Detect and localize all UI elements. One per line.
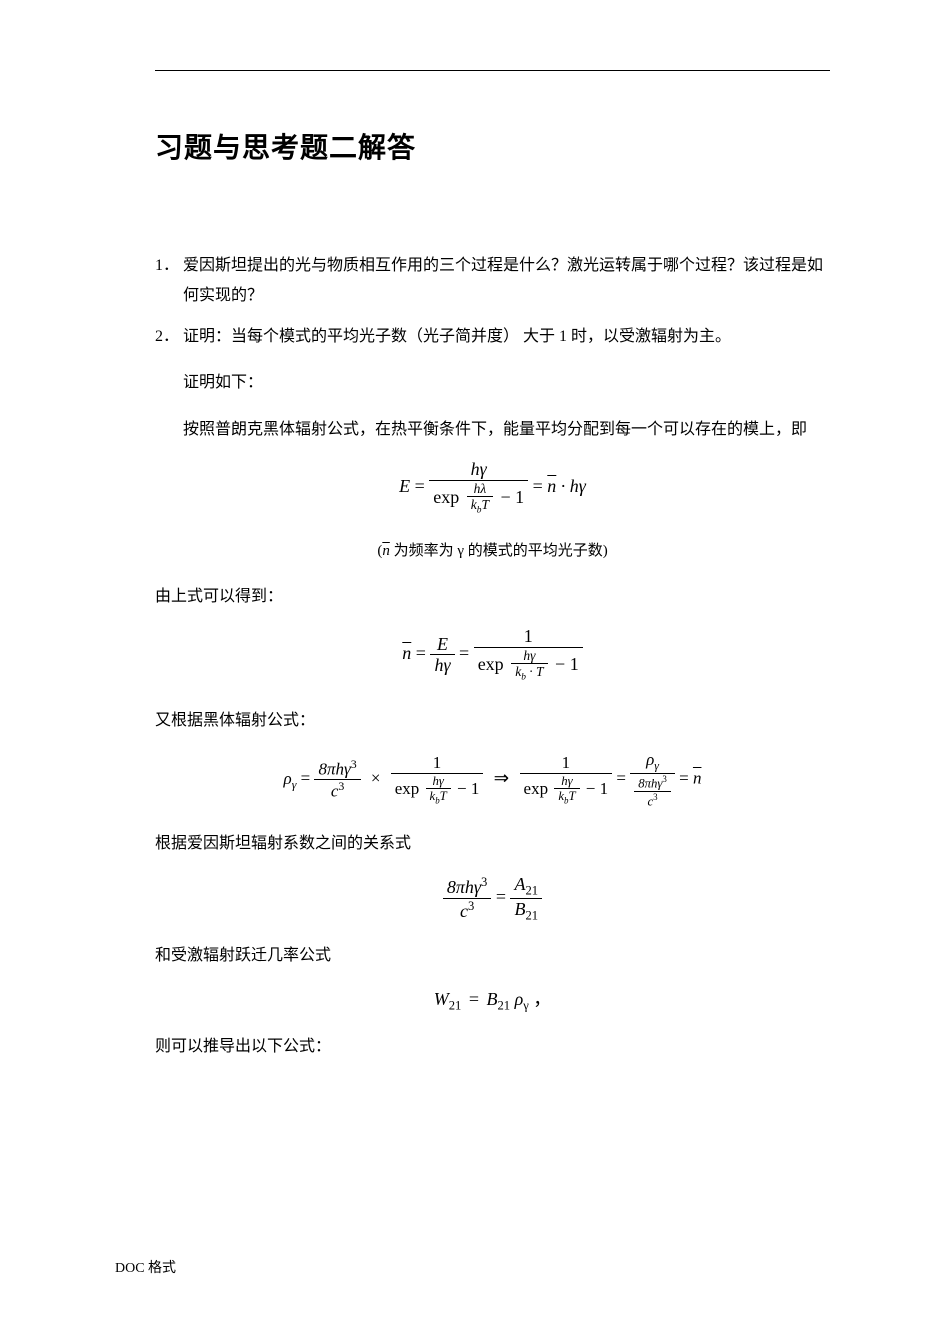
question-1: 1． 爱因斯坦提出的光与物质相互作用的三个过程是什么？激光运转属于哪个过程？该过… (155, 251, 830, 312)
question-1-text: 爱因斯坦提出的光与物质相互作用的三个过程是什么？激光运转属于哪个过程？该过程是如… (183, 251, 830, 312)
paragraph-conclusion: 则可以推导出以下公式： (155, 1032, 830, 1062)
eq3-const-frac: 8πhγ3 c3 (314, 758, 360, 801)
equation-planck-energy: E = hγ exp hλ kbT − 1 = n · hγ (155, 459, 830, 517)
paragraph-einstein-coef: 根据爱因斯坦辐射系数之间的关系式 (155, 829, 830, 859)
question-2-text: 证明：当每个模式的平均光子数（光子简并度） 大于 1 时，以受激辐射为主。 (183, 322, 830, 352)
eq1-times-hg: · hγ (561, 476, 586, 496)
eq3-frac-3: 1 exp hγ kbT − 1 (520, 753, 613, 806)
equation-caption-nbar: (n 为频率为 γ 的模式的平均光子数) (155, 539, 830, 560)
paragraph-planck: 按照普朗克黑体辐射公式，在热平衡条件下，能量平均分配到每一个可以存在的模上，即 (183, 415, 830, 445)
equation-nbar: n = E hγ = 1 exp hγ kb · T − 1 (155, 626, 830, 684)
question-2: 2． 证明：当每个模式的平均光子数（光子简并度） 大于 1 时，以受激辐射为主。 (155, 322, 830, 352)
eq1-equals: = (415, 476, 430, 496)
paragraph-transition-rate: 和受激辐射跃迁几率公式 (155, 941, 830, 971)
eq3-frac-4: ργ 8πhγ3 c3 (630, 750, 675, 809)
eq2-nbar: n (402, 643, 411, 663)
equation-transition-rate: W21 = B21 ργ ， (155, 985, 830, 1014)
eq3-nbar: n (693, 769, 702, 788)
paragraph-blackbody: 又根据黑体辐射公式： (155, 706, 830, 736)
eq2-frac-E-hg: E hγ (430, 634, 454, 676)
implies-icon: ⇒ (488, 768, 516, 789)
document-page: 习题与思考题二解答 1． 爱因斯坦提出的光与物质相互作用的三个过程是什么？激光运… (0, 0, 945, 1337)
eq4-lhs: 8πhγ3 c3 (443, 875, 491, 921)
eq1-E: E (399, 476, 410, 496)
eq2-frac-rhs: 1 exp hγ kb · T − 1 (474, 626, 583, 684)
paragraph-derive: 由上式可以得到： (155, 582, 830, 612)
eq1-outer-frac: hγ exp hλ kbT − 1 (429, 459, 528, 517)
question-2-number: 2． (155, 322, 183, 352)
page-top-rule (155, 70, 830, 71)
equation-blackbody: ργ = 8πhγ3 c3 × 1 exp hγ kbT − 1 ⇒ 1 exp (155, 750, 830, 809)
eq1-equals-2: = (533, 476, 548, 496)
question-1-number: 1． (155, 251, 183, 312)
equation-einstein-coef: 8πhγ3 c3 = A21 B21 (155, 874, 830, 923)
proof-label: 证明如下： (183, 368, 830, 398)
doc-format-footer: DOC 格式 (115, 1257, 176, 1277)
page-title: 习题与思考题二解答 (155, 126, 830, 166)
eq4-rhs: A21 B21 (510, 874, 542, 923)
eq3-rho: ργ (284, 769, 297, 788)
eq1-nbar: n (547, 476, 556, 496)
eq3-frac-2: 1 exp hγ kbT − 1 (391, 753, 484, 806)
